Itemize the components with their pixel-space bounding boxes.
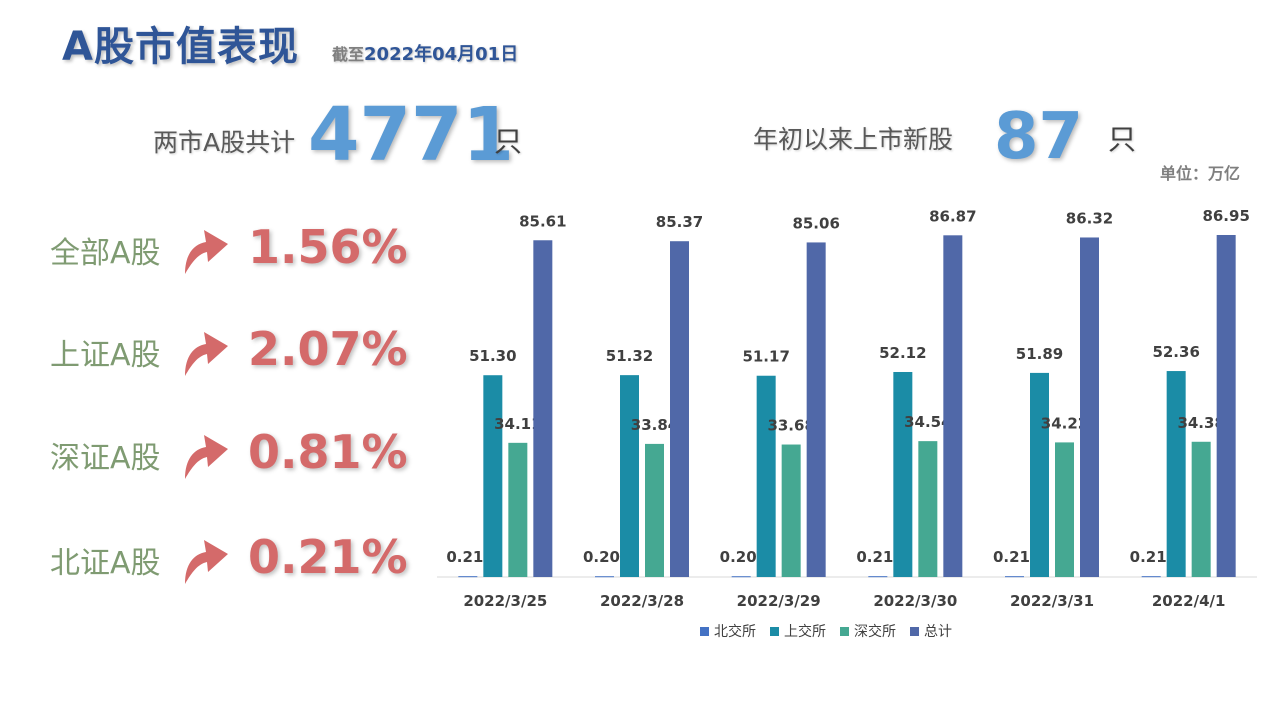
index-change: 2.07% — [248, 322, 408, 376]
index-change: 0.81% — [248, 425, 408, 479]
total-stocks-unit: 只 — [494, 125, 523, 158]
legend-swatch — [910, 626, 919, 636]
bar-1-2 — [595, 576, 614, 578]
index-row-shanghai-a: 上证A股 2.07% — [50, 322, 410, 382]
bar-3-3 — [781, 444, 801, 577]
bar-3-6 — [1191, 441, 1211, 577]
legend-label: 总计 — [924, 624, 952, 640]
data-label: 0.21 — [856, 548, 893, 566]
as-of-value: 2022年04月01日 — [364, 44, 519, 65]
bar-1-5 — [1005, 576, 1024, 578]
data-label: 85.06 — [792, 214, 839, 232]
chart-unit-note: 单位：万亿 — [1160, 164, 1241, 183]
bar-3-2 — [645, 443, 664, 577]
data-label: 51.17 — [742, 348, 789, 366]
index-change: 0.21% — [248, 530, 408, 584]
bar-2-2 — [620, 375, 639, 577]
index-name: 上证A股 — [50, 338, 161, 373]
legend-item: 深交所 — [840, 621, 896, 641]
data-label: 52.36 — [1152, 343, 1199, 361]
bar-2-1 — [483, 375, 503, 577]
chart-legend: 北交所 上交所 深交所 总计 — [700, 621, 952, 641]
data-label: 85.61 — [519, 212, 566, 230]
data-label: 86.95 — [1202, 207, 1249, 225]
data-label: 0.21 — [1130, 548, 1167, 566]
legend-label: 北交所 — [714, 624, 756, 640]
data-label: 0.21 — [446, 548, 483, 566]
new-listings-value: 87 — [994, 100, 1084, 174]
data-label: 52.12 — [879, 344, 926, 362]
bar-4-6 — [1216, 234, 1236, 577]
data-label: 34.38 — [1177, 414, 1224, 432]
as-of-prefix: 截至 — [332, 45, 365, 64]
index-row-beijing-a: 北证A股 0.21% — [50, 530, 410, 590]
x-tick-label: 2022/3/28 — [600, 592, 684, 610]
data-label: 0.20 — [583, 548, 620, 566]
data-label: 33.68 — [767, 417, 814, 435]
as-of-date: 截至2022年04月01日 — [332, 40, 518, 66]
up-arrow-icon — [185, 332, 228, 376]
data-label: 85.37 — [656, 213, 703, 231]
data-label: 0.21 — [993, 548, 1030, 566]
legend-label: 深交所 — [854, 624, 896, 640]
up-arrow-icon — [185, 230, 228, 274]
index-name: 深证A股 — [50, 441, 161, 476]
bar-2-6 — [1166, 371, 1186, 577]
bar-2-4 — [893, 371, 913, 577]
legend-label: 上交所 — [784, 624, 826, 640]
bar-4-4 — [943, 235, 963, 577]
bar-3-5 — [1055, 442, 1074, 577]
total-stocks-label: 两市A股共计 — [153, 128, 296, 157]
x-tick-label: 2022/3/25 — [463, 592, 547, 610]
x-tick-label: 2022/3/30 — [873, 592, 957, 610]
data-label: 34.54 — [904, 413, 951, 431]
x-tick-label: 2022/4/1 — [1152, 592, 1226, 610]
data-label: 33.84 — [631, 416, 678, 434]
bar-1-3 — [731, 576, 751, 578]
x-tick-label: 2022/3/31 — [1010, 592, 1094, 610]
up-arrow-icon — [185, 435, 228, 479]
bar-3-1 — [508, 442, 528, 577]
bar-3-4 — [918, 441, 938, 577]
data-label: 51.32 — [606, 347, 653, 365]
index-row-all-a: 全部A股 1.56% — [50, 220, 410, 280]
legend-swatch — [700, 626, 709, 636]
bar-4-3 — [806, 242, 826, 577]
legend-item: 上交所 — [770, 621, 826, 641]
new-listings-label: 年初以来上市新股 — [753, 125, 954, 154]
index-name: 全部A股 — [50, 236, 161, 271]
x-tick-label: 2022/3/29 — [737, 592, 821, 610]
bar-2-5 — [1030, 372, 1049, 577]
bar-2-3 — [756, 375, 776, 577]
new-listings-unit: 只 — [1108, 123, 1137, 156]
index-name: 北证A股 — [50, 546, 161, 581]
data-label: 0.20 — [720, 548, 757, 566]
bar-1-4 — [868, 576, 888, 578]
index-change: 1.56% — [248, 220, 408, 274]
legend-swatch — [770, 626, 779, 636]
legend-item: 总计 — [910, 621, 952, 641]
page-title: A股市值表现 — [62, 24, 299, 70]
up-arrow-icon — [185, 540, 228, 584]
bar-4-1 — [533, 240, 553, 577]
data-label: 34.11 — [494, 415, 541, 433]
total-stocks-value: 4771 — [308, 92, 514, 178]
data-label: 34.22 — [1041, 414, 1088, 432]
data-label: 86.32 — [1066, 209, 1113, 227]
bar-1-6 — [1141, 576, 1161, 578]
data-label: 51.30 — [469, 347, 516, 365]
legend-item: 北交所 — [700, 621, 756, 641]
data-label: 51.89 — [1016, 345, 1063, 363]
market-cap-bar-chart: 0.21 51.30 34.11 85.61 2022/3/25 0.20 51.32 33.… — [437, 207, 1257, 610]
bar-1-1 — [458, 576, 478, 578]
legend-swatch — [840, 626, 849, 636]
data-label: 86.87 — [929, 207, 976, 225]
index-row-shenzhen-a: 深证A股 0.81% — [50, 425, 410, 485]
bar-4-5 — [1080, 237, 1099, 577]
bar-4-2 — [670, 241, 689, 577]
